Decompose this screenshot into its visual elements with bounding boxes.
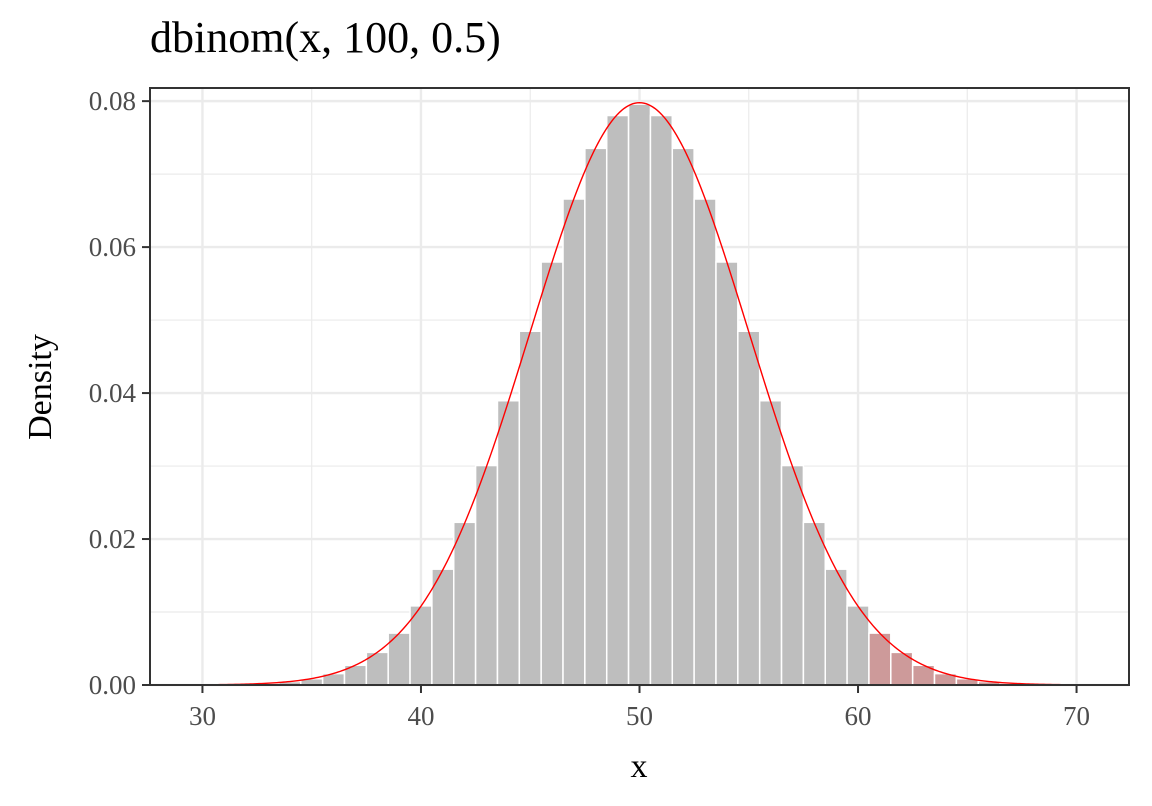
bar-x-55: [737, 330, 761, 686]
bar-x-56: [758, 399, 783, 686]
bar-x-41: [431, 568, 455, 686]
bar-x-58: [802, 521, 826, 686]
bar-x-43: [474, 464, 499, 686]
y-tick-label: 0.02: [89, 524, 136, 554]
x-tick-label: 30: [189, 701, 216, 731]
x-tick-label: 70: [1063, 701, 1090, 731]
bars: [190, 103, 1089, 686]
bar-x-47: [562, 198, 586, 686]
bar-x-45: [518, 330, 542, 686]
y-tick-label: 0.08: [89, 86, 136, 116]
bar-x-46: [540, 261, 564, 686]
bar-x-52: [671, 147, 695, 686]
bar-x-50: [627, 103, 652, 686]
y-tick-label: 0.00: [89, 670, 136, 700]
bar-x-54: [715, 261, 739, 686]
y-axis: 0.00 0.02 0.04 0.06 0.08: [89, 86, 150, 700]
y-tick-label: 0.04: [89, 378, 137, 408]
x-axis: 30 40 50 60 70: [189, 685, 1090, 731]
y-axis-title: Density: [22, 334, 59, 440]
normal-curve-line: [202, 101, 1077, 686]
bar-x-44: [496, 399, 521, 686]
bar-x-48: [584, 147, 608, 686]
bar-x-59: [824, 568, 848, 686]
bar-x-53: [693, 198, 717, 686]
x-tick-label: 50: [626, 701, 653, 731]
bar-x-57: [780, 464, 805, 686]
bar-x-49: [605, 114, 630, 686]
bar-x-42: [453, 521, 477, 686]
bar-x-51: [649, 114, 674, 686]
x-tick-label: 40: [407, 701, 434, 731]
x-tick-label: 60: [845, 701, 872, 731]
chart-title: dbinom(x, 100, 0.5): [150, 13, 501, 62]
x-axis-title: x: [631, 748, 648, 785]
density-curve: [202, 101, 1077, 686]
y-tick-label: 0.06: [89, 232, 136, 262]
